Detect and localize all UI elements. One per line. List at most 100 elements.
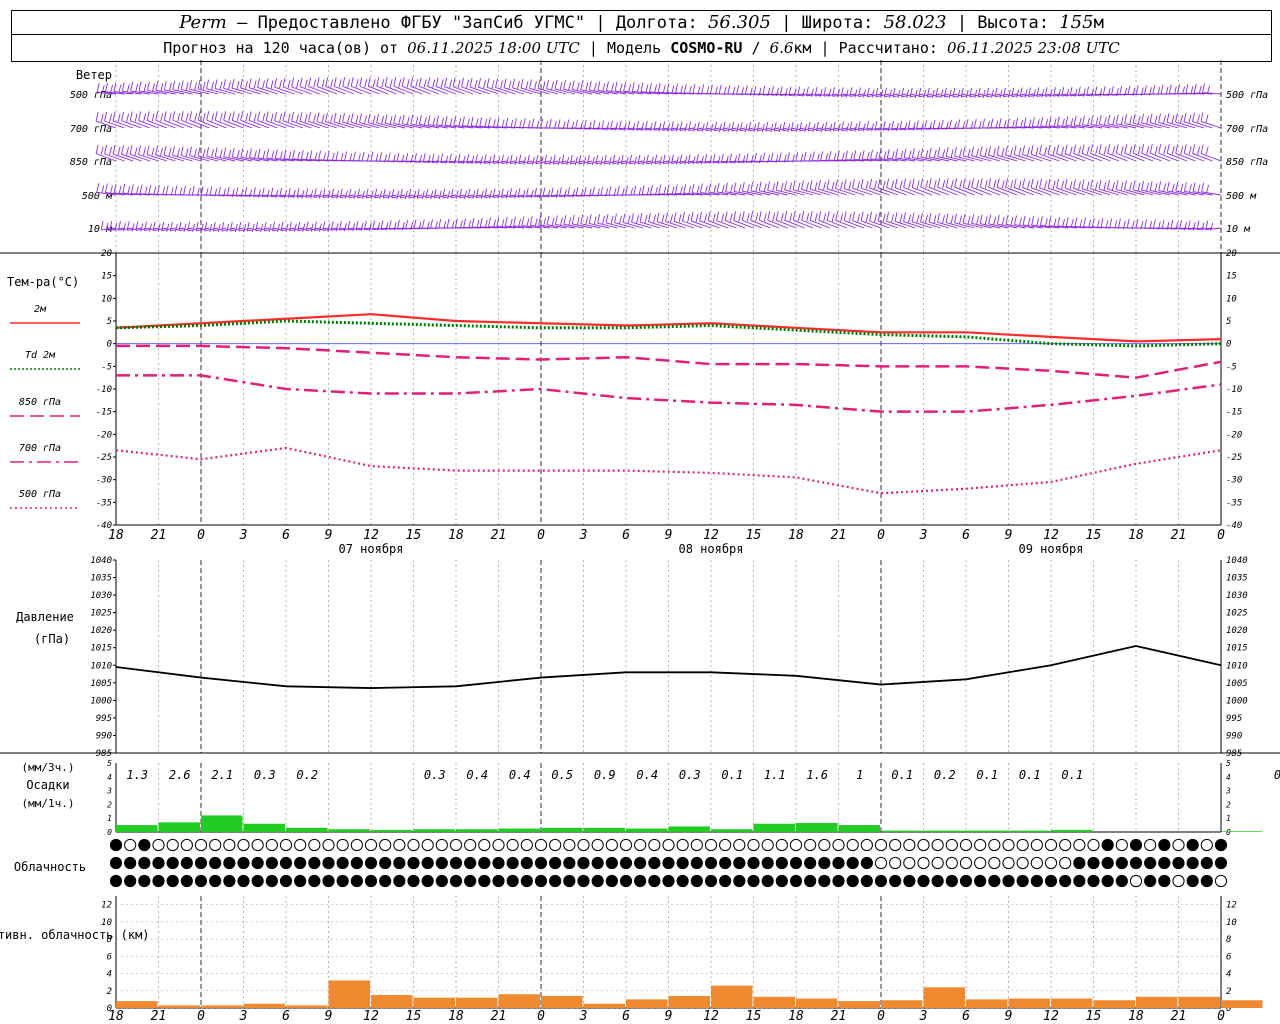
cloud-symbol [152, 838, 165, 852]
cloud-symbol [1172, 838, 1185, 852]
wind-barb [801, 180, 822, 196]
wind-barb [1061, 86, 1077, 98]
wind-barb [152, 221, 168, 232]
precip-3h-label: 1.1 [764, 768, 786, 782]
precip-bar [668, 826, 710, 832]
wind-barb [1192, 182, 1213, 196]
cloud-symbol [294, 838, 307, 852]
wind-barb [826, 179, 848, 196]
cloud-symbol [563, 838, 576, 852]
cloud-symbol [747, 838, 760, 852]
wind-barb [1179, 220, 1196, 231]
time-tick-label-bottom: 9 [325, 1009, 333, 1024]
temp-tick-left: -25 [96, 453, 112, 463]
cloud-symbol [449, 874, 463, 888]
wind-barb [731, 121, 746, 133]
wind-barb [325, 112, 346, 129]
cloud-symbol [959, 838, 973, 852]
wind-barb [852, 179, 873, 196]
wind-barb [979, 214, 1001, 229]
wind-barb [699, 183, 720, 196]
wind-barb [945, 178, 967, 196]
cloud-symbol [1101, 856, 1114, 870]
cloud-symbol [421, 874, 434, 888]
wind-barb [297, 221, 312, 232]
wind-barb [444, 77, 465, 95]
cloud-symbol [648, 856, 661, 870]
wind-barb [382, 188, 397, 200]
wind-barb [1094, 86, 1111, 97]
wind-barb [563, 215, 584, 229]
wind-barb [674, 184, 695, 196]
precip-bar [243, 823, 285, 832]
cloud-symbol [209, 856, 222, 870]
precip-bar [1051, 829, 1093, 832]
time-tick-label: 12 [1043, 528, 1059, 543]
time-tick-label-bottom: 21 [831, 1009, 847, 1024]
wind-barb [554, 215, 576, 229]
temp-legend-label: 500 гПа [19, 489, 61, 500]
cloud-symbol [988, 838, 1001, 852]
wind-barb [457, 153, 474, 165]
wind-barb [1098, 144, 1120, 162]
cloud-symbol [676, 838, 689, 852]
wind-barb [828, 151, 848, 162]
precip-bar [966, 830, 1008, 832]
cloud-symbol [889, 838, 902, 852]
wind-barb [197, 146, 219, 162]
cloud-symbol [605, 856, 618, 870]
time-tick-label-bottom: 6 [962, 1009, 970, 1024]
precip-tick-right: 3 [1225, 787, 1231, 796]
wind-barb [529, 216, 550, 229]
wind-barb [666, 184, 686, 196]
time-tick-label: 21 [491, 528, 507, 543]
cloud-symbol [959, 856, 973, 870]
wind-barb [962, 146, 984, 162]
temp-tick-right: 10 [1226, 294, 1237, 304]
wind-barb [309, 150, 329, 162]
cloud-symbol [194, 838, 208, 852]
wind-barb [422, 153, 440, 164]
wind-barb [300, 150, 321, 162]
wind-barb [163, 80, 185, 95]
cloud-symbol [308, 874, 321, 888]
wind-barb [636, 120, 652, 132]
cloud-symbol [1030, 838, 1043, 852]
cloud-symbol [563, 874, 576, 888]
wind-barb [1141, 144, 1162, 162]
wind-barb [410, 77, 431, 95]
cloud-symbol [265, 838, 278, 852]
cloud-symbol [478, 874, 491, 888]
time-tick-label: 6 [282, 528, 290, 543]
time-tick-label: 12 [363, 528, 379, 543]
convective-bar [413, 997, 455, 1008]
wind-barb [935, 87, 950, 99]
pressure-tick-right: 995 [1226, 714, 1242, 724]
wind-barb [866, 121, 882, 132]
wind-barb [1205, 220, 1222, 231]
convective-bar [838, 1001, 880, 1008]
cloud-symbol [974, 838, 987, 852]
pressure-tick-right: 1035 [1226, 574, 1248, 584]
altitude-unit: м [1093, 13, 1104, 33]
wind-barb [1086, 86, 1103, 97]
cloud-symbol [435, 856, 448, 870]
cloud-symbol [804, 874, 817, 888]
wind-barb [606, 81, 627, 95]
wind-barb [988, 146, 1009, 162]
precip-bar [626, 828, 668, 832]
cloud-symbol [549, 856, 562, 870]
time-tick-label-bottom: 21 [1171, 1009, 1187, 1024]
wind-barb [826, 211, 848, 229]
wind-barb [475, 154, 491, 165]
cloud-symbol [223, 838, 236, 852]
wind-barb [805, 86, 822, 97]
wind-barb [809, 211, 831, 229]
precip-bar [371, 829, 413, 832]
cloud-symbol [1115, 856, 1128, 870]
computed-label: Рассчитано: [838, 39, 938, 57]
wind-barb [470, 116, 491, 129]
cloud-symbol [619, 874, 633, 888]
time-tick-label-bottom: 18 [1128, 1009, 1144, 1024]
wind-barb [359, 113, 380, 129]
